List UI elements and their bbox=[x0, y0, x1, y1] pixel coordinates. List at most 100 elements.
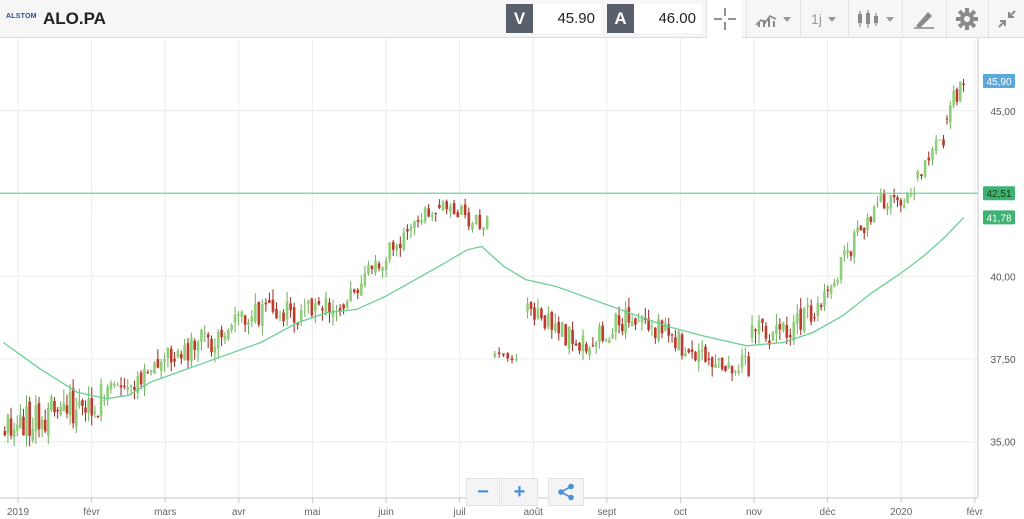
candle-body bbox=[909, 194, 913, 196]
candle-body bbox=[571, 329, 574, 344]
candle-body bbox=[471, 222, 474, 230]
candle-body bbox=[952, 90, 955, 106]
candle-body bbox=[190, 337, 193, 362]
candle-body bbox=[862, 227, 866, 233]
x-tick-label: nov bbox=[746, 507, 762, 518]
candle-body bbox=[413, 221, 416, 229]
candle-body bbox=[945, 118, 949, 120]
candle-body bbox=[640, 316, 644, 323]
candle-body bbox=[879, 194, 883, 202]
candle-body bbox=[292, 307, 296, 323]
candle-body bbox=[247, 322, 250, 326]
candle-body bbox=[445, 201, 449, 210]
ask-label: A bbox=[607, 4, 634, 33]
candle-body bbox=[19, 414, 22, 429]
candle-body bbox=[139, 372, 143, 385]
candle-body bbox=[617, 315, 621, 326]
candle-body bbox=[441, 201, 445, 211]
candle-body bbox=[727, 363, 731, 368]
candle-body bbox=[65, 405, 69, 414]
candle-body bbox=[866, 217, 869, 231]
candle-body bbox=[423, 207, 427, 222]
candle-body bbox=[906, 193, 909, 203]
candle-body bbox=[250, 316, 254, 322]
candle-body bbox=[717, 359, 721, 361]
x-tick-label: avr bbox=[232, 507, 247, 518]
symbol-title: ALO.PA bbox=[43, 9, 106, 28]
candle-body bbox=[166, 347, 170, 358]
candle-body bbox=[588, 347, 591, 355]
candle-body bbox=[331, 309, 335, 318]
candle-body bbox=[684, 352, 687, 357]
crosshair-button[interactable] bbox=[706, 0, 742, 38]
candle-body bbox=[493, 353, 497, 357]
price-chart[interactable]: 2019 févr mars avr mai juin juil août sept oct nov… bbox=[0, 38, 1024, 519]
candle-body bbox=[581, 335, 585, 352]
chart-type-button[interactable] bbox=[746, 0, 798, 38]
candle-body bbox=[449, 205, 452, 212]
candle-body bbox=[43, 419, 47, 432]
candle-body bbox=[136, 376, 140, 394]
candle-body bbox=[377, 263, 381, 269]
candle-body bbox=[677, 331, 681, 350]
x-tick-label: juil bbox=[452, 507, 465, 518]
candle-body bbox=[338, 307, 342, 312]
candle-body bbox=[819, 304, 823, 307]
gear-icon bbox=[955, 8, 978, 30]
bid-label: V bbox=[506, 4, 533, 33]
candle-body bbox=[768, 340, 771, 345]
candle-body bbox=[764, 325, 768, 339]
candle-body bbox=[740, 355, 744, 368]
candle-body bbox=[775, 325, 778, 334]
candle-body bbox=[299, 310, 303, 321]
candle-body bbox=[90, 398, 94, 416]
moving-average-badge-text: 41,78 bbox=[986, 213, 1011, 224]
level-badge-text: 42,51 bbox=[986, 189, 1011, 200]
candle-body bbox=[233, 314, 237, 323]
candle-body bbox=[289, 303, 292, 311]
collapse-button[interactable] bbox=[988, 0, 1024, 38]
x-tick-label: déc bbox=[820, 507, 836, 518]
candle-body bbox=[724, 366, 727, 371]
y-tick-label: 35,00 bbox=[990, 438, 1015, 449]
candle-body bbox=[47, 407, 50, 436]
candle-body bbox=[173, 358, 176, 362]
candle-body bbox=[697, 350, 701, 362]
candle-body bbox=[621, 324, 624, 332]
zoom-out-button[interactable]: − bbox=[466, 478, 500, 506]
share-button[interactable] bbox=[548, 478, 584, 506]
candlestick-style-button[interactable] bbox=[848, 0, 900, 38]
candle-body bbox=[540, 308, 543, 319]
drawing-tool-button[interactable] bbox=[902, 0, 944, 38]
candle-body bbox=[116, 384, 119, 386]
candle-body bbox=[310, 298, 314, 316]
candle-body bbox=[282, 312, 285, 322]
candle-body bbox=[849, 251, 853, 256]
candle-body bbox=[852, 232, 856, 258]
x-tick-label: 2019 bbox=[7, 507, 30, 518]
y-tick-label: 37,50 bbox=[990, 355, 1015, 366]
zoom-in-button[interactable]: + bbox=[501, 478, 538, 506]
candle-body bbox=[547, 313, 550, 327]
candle-body bbox=[391, 242, 395, 250]
candle-body bbox=[750, 325, 754, 338]
x-tick-label: févr bbox=[83, 507, 100, 518]
chart-svg[interactable]: 2019 févr mars avr mai juin juil août sept oct nov… bbox=[0, 38, 1024, 519]
candle-body bbox=[240, 311, 244, 317]
candle-body bbox=[611, 333, 614, 338]
candle-body bbox=[882, 193, 886, 209]
candle-body bbox=[550, 312, 554, 330]
candle-body bbox=[660, 320, 664, 334]
candle-body bbox=[710, 357, 714, 368]
settings-button[interactable] bbox=[946, 0, 986, 38]
candle-body bbox=[795, 313, 799, 324]
candle-body bbox=[782, 322, 785, 331]
candle-body bbox=[533, 307, 536, 320]
candle-body bbox=[227, 329, 230, 339]
candle-body bbox=[737, 370, 741, 373]
interval-button[interactable]: 1j bbox=[800, 0, 846, 38]
candle-body bbox=[485, 216, 489, 229]
candle-body bbox=[275, 308, 278, 319]
candle-body bbox=[169, 348, 173, 363]
